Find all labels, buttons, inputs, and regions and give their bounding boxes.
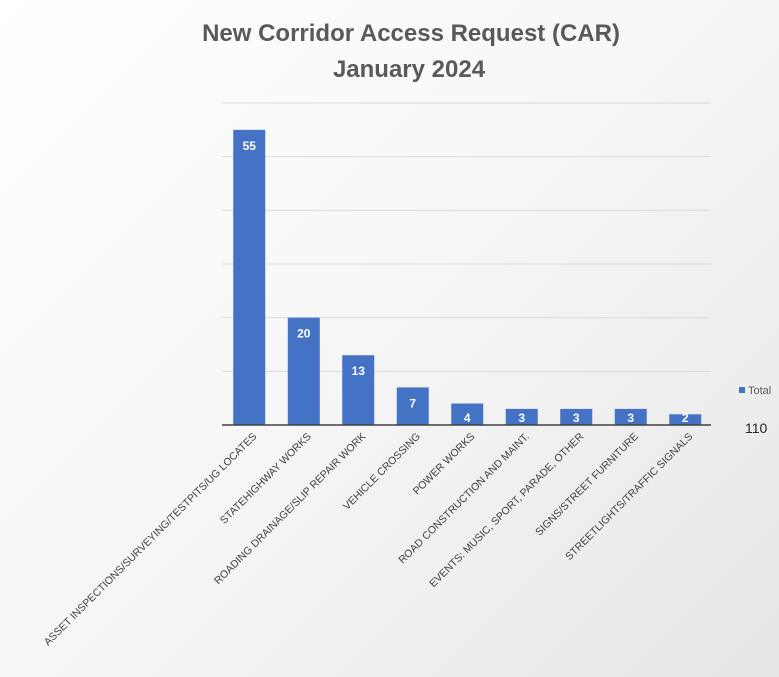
data-label: 55	[243, 139, 257, 153]
data-label: 4	[464, 411, 471, 425]
chart-title: New Corridor Access Request (CAR)	[202, 20, 620, 47]
x-tick-label: STATEHIGHWAY WORKS	[218, 431, 314, 527]
bar	[505, 408, 538, 425]
x-tick-label: SIGNS/STREET FURNITURE	[533, 431, 641, 539]
data-label: 2	[682, 411, 689, 425]
legend-swatch-total	[739, 387, 745, 393]
x-tick-label: ASSET INSPECTIONS/SURVEYING/TESTPITS/UG …	[42, 431, 260, 649]
bars	[233, 129, 702, 426]
bar	[233, 129, 266, 426]
legend: Total	[739, 385, 771, 397]
x-tick-labels: ASSET INSPECTIONS/SURVEYING/TESTPITS/UG …	[42, 430, 696, 648]
bar	[342, 355, 375, 425]
bar	[287, 317, 320, 425]
data-label: 3	[627, 411, 634, 425]
bar	[396, 387, 429, 425]
chart-subtitle: January 2024	[333, 56, 486, 83]
data-label: 7	[409, 396, 416, 410]
bar	[614, 408, 647, 425]
data-label: 13	[352, 364, 366, 378]
data-label: 20	[297, 327, 311, 341]
bar	[451, 403, 484, 425]
bar	[669, 414, 702, 425]
data-labels: 55 20 13 7 4 3 3 3 2	[243, 139, 689, 425]
bar	[560, 408, 593, 425]
data-label: 3	[573, 411, 580, 425]
total-value: 110	[745, 420, 768, 436]
legend-label-total: Total	[748, 385, 771, 397]
data-label: 3	[518, 411, 525, 425]
